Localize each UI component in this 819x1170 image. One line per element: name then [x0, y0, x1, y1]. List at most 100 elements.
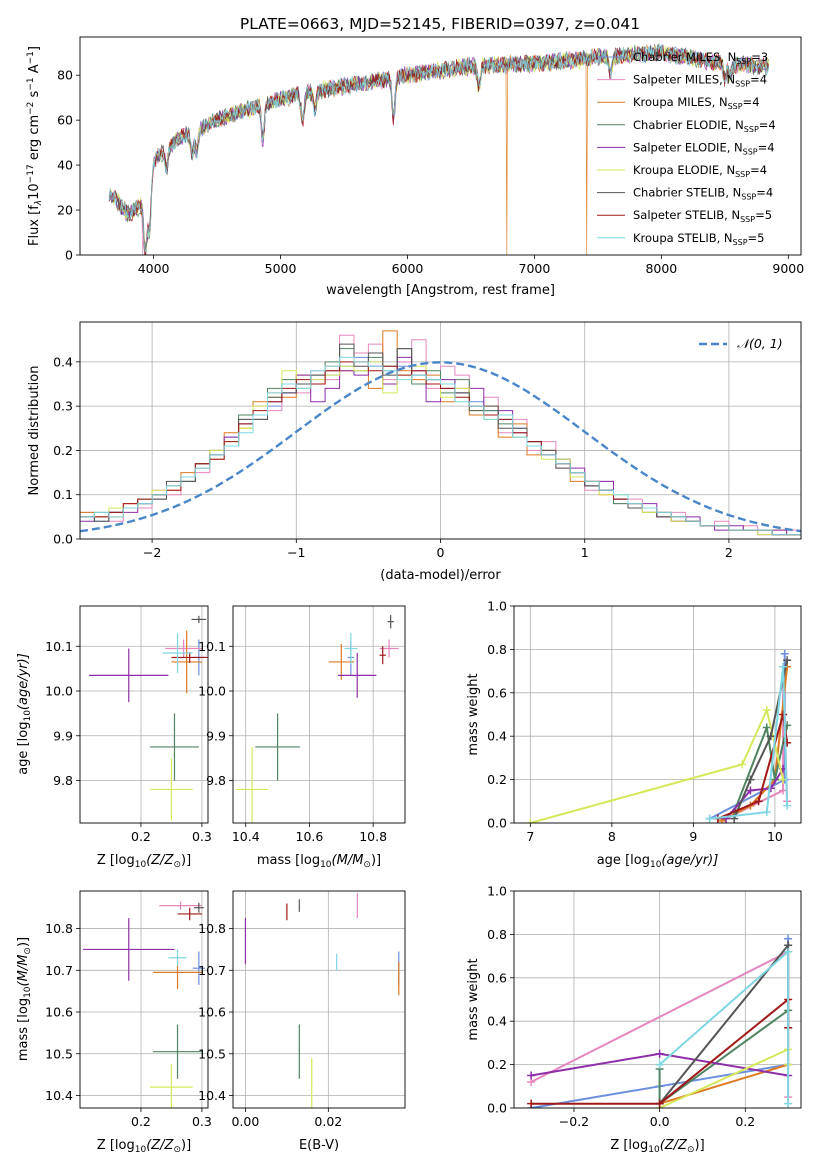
legend-entry: 𝒩(0, 1) [737, 336, 783, 351]
x-tick-label: 7 [526, 829, 534, 844]
y-tick-label: 0.2 [487, 772, 507, 787]
ebv-mass-panel: 0.00 0.02 10.4 10.5 10.6 10.7 10.8 E(B-V) [198, 890, 406, 1153]
x-tick-label: −0.2 [559, 1114, 589, 1129]
y-tick-label: 0.0 [487, 816, 507, 831]
label-part: λ [34, 200, 44, 206]
x-tick-label: 0.2 [131, 829, 151, 844]
label-part: = [750, 73, 760, 87]
label-part: = [758, 140, 768, 154]
x-tick-label: 10.8 [359, 829, 387, 844]
label-part: mass [log [257, 853, 320, 868]
y-tick-label: 10.1 [45, 639, 73, 654]
label-part: SSP [740, 215, 755, 224]
residuals-panel: −2 −1 0 1 2 0.0 0.1 0.2 0.3 0.4 𝒩(0, 1) (data-model… [27, 321, 802, 583]
y-axis-label: Flux [fλ10−17 erg cm−2 s−1 A−1] [26, 46, 44, 246]
label-part: , N [719, 163, 735, 177]
label-part: ⊙ [687, 1145, 695, 1155]
x-tick-label: −2 [143, 545, 161, 560]
label-part: )] [16, 937, 31, 947]
label-part: (age/yr)] [661, 853, 718, 868]
weight-marker [738, 760, 747, 769]
label-part: Kroupa STELIB [633, 231, 717, 245]
label-part: A [27, 64, 42, 77]
label-part: , N [728, 118, 744, 132]
label-part: 4 [760, 163, 767, 177]
y-tick-label: 10.8 [45, 921, 73, 936]
x-tick-label: 7000 [519, 261, 551, 276]
mass-age-plot [236, 614, 399, 823]
label-part: SSP [735, 80, 750, 89]
label-part: Kroupa ELODIE [633, 163, 719, 177]
mass-age-frame [232, 605, 406, 824]
label-part: = [755, 208, 765, 222]
x-tick-label: 6000 [392, 261, 424, 276]
z-mass-panel: 0.2 0.310.410.510.610.710.8Z [log10(Z/Z⊙)… [16, 890, 212, 1155]
weight-marker [754, 797, 763, 806]
x-axis-label: mass [log10(M/M⊙)] [257, 853, 381, 870]
label-part: , N [719, 73, 735, 87]
label-part: 10 [135, 860, 147, 870]
label-part: 10 [648, 1145, 660, 1155]
z-weight-plot [527, 934, 793, 1108]
y-tick-label: 0.1 [53, 487, 73, 502]
label-part: , N [717, 231, 733, 245]
label-part: 10 [27, 183, 42, 200]
y-axis-label: mass weight [466, 673, 481, 755]
y-tick-label: 1.0 [487, 599, 507, 614]
age-weight-plot [526, 649, 792, 823]
x-axis-label: wavelength [Angstrom, rest frame] [326, 283, 555, 298]
legend-entry: Salpeter MILES, NSSP=4 [633, 73, 767, 89]
label-part: )] [181, 1138, 191, 1153]
weight-marker [779, 662, 788, 671]
y-tick-label: 0.3 [53, 399, 73, 414]
y-tick-label: 0.0 [53, 532, 73, 547]
y-tick-label: 1.0 [487, 884, 507, 899]
x-tick-label: 8 [608, 829, 616, 844]
label-part: Kroupa MILES [633, 95, 712, 109]
x-tick-label: 0.3 [192, 829, 212, 844]
label-part: , N [725, 186, 741, 200]
y-tick-label: 0.6 [487, 970, 507, 985]
x-tick-label: 4000 [138, 261, 170, 276]
label-part: Salpeter STELIB [633, 208, 724, 222]
x-axis-label: Z [log10(Z/Z⊙)] [610, 1138, 704, 1155]
label-part: Z [log [97, 1138, 135, 1153]
label-part: , N [724, 208, 740, 222]
weight-marker [527, 1071, 536, 1080]
z-age-frame [79, 605, 209, 824]
x-tick-label: 10.6 [296, 829, 324, 844]
label-part: SSP [733, 238, 748, 247]
label-part: 10 [320, 860, 332, 870]
x-tick-label: 0.3 [192, 1114, 212, 1129]
label-part: (Z/Z [146, 853, 174, 868]
y-tick-label: 10.6 [198, 1005, 226, 1020]
label-part: −1 [26, 51, 36, 64]
label-part: 10 [23, 986, 33, 998]
y-tick-label: 0.0 [487, 1101, 507, 1116]
label-part: 4 [767, 140, 774, 154]
y-tick-label: 9.8 [53, 773, 73, 788]
residuals-frame [79, 321, 802, 540]
x-tick-label: 9 [689, 829, 697, 844]
label-part: ⊙ [363, 860, 371, 870]
y-tick-label: 10.8 [198, 921, 226, 936]
label-part: 4 [766, 186, 773, 200]
y-tick-label: 10.4 [198, 1088, 226, 1103]
label-part: ] [27, 46, 42, 51]
x-tick-label: 10.4 [232, 829, 260, 844]
y-tick-label: 9.9 [206, 728, 226, 743]
x-tick-label: 5000 [265, 261, 297, 276]
z-mass-frame [79, 890, 209, 1109]
ebv-mass-plot [244, 893, 400, 1108]
weight-marker [655, 1049, 664, 1058]
label-part: 4 [752, 95, 759, 109]
y-tick-label: 10.6 [45, 1005, 73, 1020]
z-mass-plot [83, 901, 205, 1108]
y-tick-label: 0.8 [487, 642, 507, 657]
label-part: , N [712, 95, 728, 109]
label-part: = [756, 186, 766, 200]
mass-age-panel: 10.4 10.6 10.8 9.8 9.9 10.0 10.1 mass [log10(M/… [198, 605, 406, 870]
label-part: (M/M [16, 955, 31, 987]
label-part: ⊙ [173, 860, 181, 870]
